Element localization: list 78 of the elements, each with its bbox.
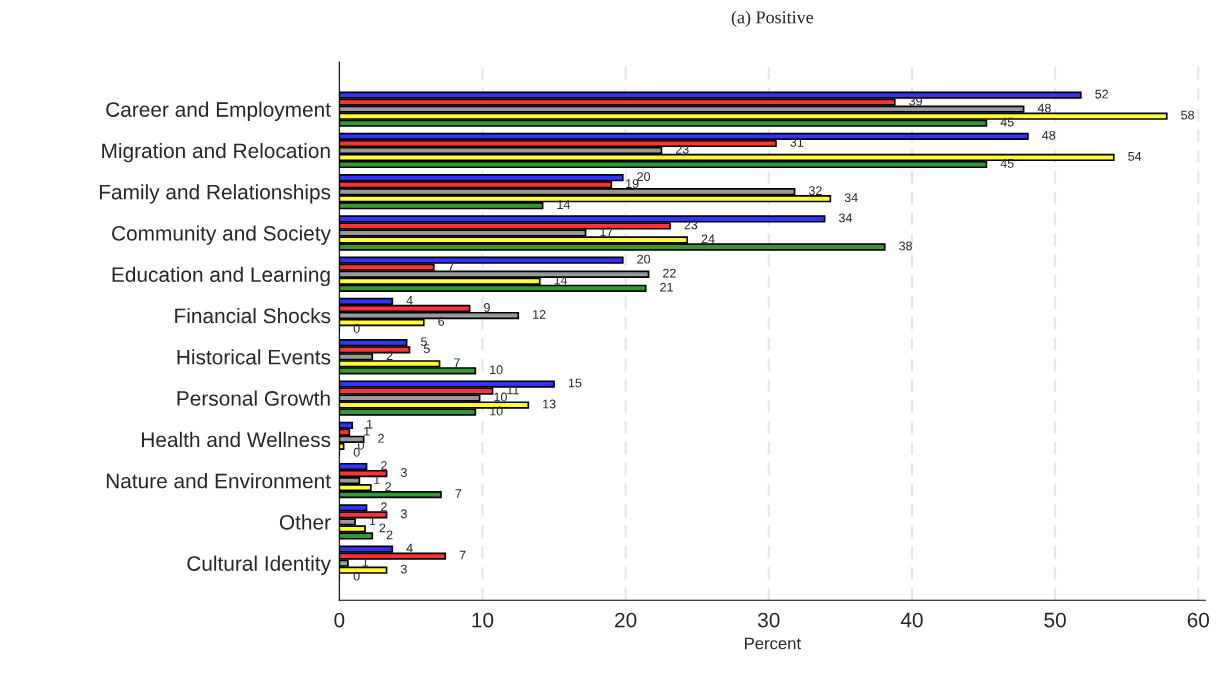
y-tick-label: Financial Shocks bbox=[175, 307, 331, 324]
data-label: 2 bbox=[386, 530, 393, 540]
data-label: 4 bbox=[406, 543, 413, 553]
data-label: 7 bbox=[455, 489, 462, 498]
x-tick-label: 30 bbox=[757, 612, 780, 628]
data-label: 2 bbox=[381, 461, 387, 470]
data-label: 3 bbox=[400, 468, 407, 477]
chart-title: (a) Positive bbox=[731, 10, 814, 28]
x-axis-title: Percent bbox=[745, 637, 801, 650]
data-label: 20 bbox=[637, 254, 651, 264]
y-tick-label: Historical Events bbox=[177, 349, 331, 365]
data-label: 32 bbox=[808, 186, 822, 196]
data-label: 0 bbox=[353, 324, 360, 333]
data-label: 45 bbox=[1000, 117, 1014, 127]
y-tick-label: Education and Learning bbox=[112, 266, 330, 287]
data-label: 1 bbox=[364, 426, 370, 436]
data-label: 0 bbox=[353, 571, 360, 581]
data-label: 10 bbox=[490, 365, 503, 375]
data-label: 15 bbox=[568, 378, 582, 388]
data-label: 2 bbox=[378, 433, 384, 443]
data-label: 31 bbox=[790, 137, 804, 147]
data-label: 1 bbox=[374, 475, 380, 484]
data-label: 58 bbox=[1181, 110, 1194, 120]
data-label: 20 bbox=[637, 172, 651, 182]
x-tick-label: 0 bbox=[334, 612, 345, 628]
x-tick-label: 10 bbox=[472, 612, 494, 628]
x-tick-label: 50 bbox=[1044, 612, 1066, 628]
data-label: 1 bbox=[367, 419, 373, 429]
data-label: 21 bbox=[660, 282, 673, 292]
data-label: 7 bbox=[448, 261, 455, 271]
data-label: 48 bbox=[1037, 103, 1051, 113]
data-label: 1 bbox=[369, 516, 376, 526]
x-tick-label: 40 bbox=[900, 612, 923, 628]
y-tick-label: Health and Wellness bbox=[142, 431, 331, 448]
y-tick-label: Career and Employment bbox=[106, 101, 331, 122]
data-label: 48 bbox=[1042, 130, 1056, 140]
data-label: 3 bbox=[400, 509, 407, 519]
data-label: 10 bbox=[490, 406, 503, 416]
data-label: 34 bbox=[838, 213, 853, 223]
data-label: 17 bbox=[600, 227, 613, 237]
data-label: 7 bbox=[454, 358, 460, 368]
data-label: 11 bbox=[507, 385, 519, 395]
y-tick-label: Family and Relationships bbox=[99, 184, 331, 204]
data-label: 23 bbox=[684, 220, 698, 230]
data-label: 22 bbox=[663, 268, 676, 278]
data-label: 12 bbox=[533, 310, 546, 319]
data-label: 45 bbox=[1000, 159, 1014, 168]
x-tick-label: 20 bbox=[615, 612, 637, 628]
data-label: 38 bbox=[899, 241, 912, 251]
data-label: 10 bbox=[494, 392, 507, 402]
data-label: 7 bbox=[459, 550, 466, 560]
data-label: 4 bbox=[406, 296, 413, 305]
y-tick-label: Migration and Relocation bbox=[102, 142, 330, 163]
y-tick-label: Cultural Identity bbox=[187, 555, 331, 576]
y-tick-label: Community and Society bbox=[112, 225, 331, 245]
data-label: 34 bbox=[844, 193, 858, 203]
data-label: 9 bbox=[484, 303, 490, 312]
data-label: 54 bbox=[1128, 152, 1142, 161]
y-tick-label: Nature and Environment bbox=[106, 473, 331, 489]
data-label: 39 bbox=[909, 96, 922, 106]
data-label: 6 bbox=[438, 317, 445, 326]
data-label: 3 bbox=[400, 564, 407, 574]
data-label: 19 bbox=[626, 179, 639, 189]
y-tick-label: Personal Growth bbox=[177, 390, 330, 406]
data-label: 2 bbox=[385, 482, 392, 491]
data-label: 52 bbox=[1095, 89, 1109, 99]
data-label: 13 bbox=[543, 399, 556, 409]
data-label: 24 bbox=[701, 234, 715, 244]
data-label: 14 bbox=[557, 200, 571, 209]
data-label: 23 bbox=[675, 144, 689, 154]
y-tick-label: Other bbox=[279, 514, 331, 530]
data-label: 5 bbox=[423, 344, 430, 354]
data-label: 1 bbox=[362, 557, 369, 567]
x-tick-label: 60 bbox=[1187, 612, 1210, 628]
data-label: 0 bbox=[353, 447, 360, 457]
data-label: 5 bbox=[421, 337, 427, 347]
data-label: 2 bbox=[381, 502, 387, 512]
data-label: 2 bbox=[379, 523, 386, 533]
